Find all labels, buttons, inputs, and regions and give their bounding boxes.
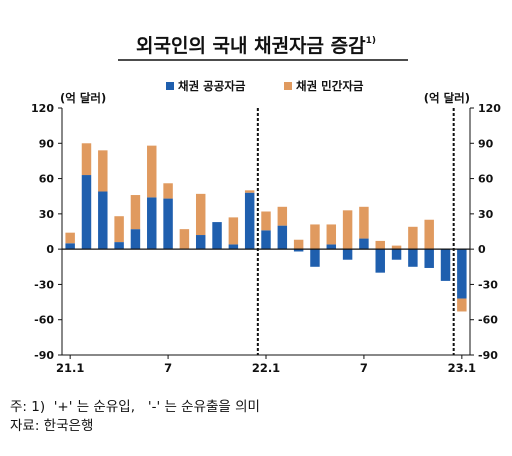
- plot-area: -90 -90 -60 -60 -30 -30 0 0 30 30 60 60 90 90 120 120 21…: [31, 102, 501, 375]
- left-unit-label: (억 달러): [60, 91, 106, 105]
- y-tick-label-left: -90: [34, 349, 54, 362]
- y-tick-label-right: 30: [478, 208, 494, 221]
- bar-private: [130, 195, 141, 230]
- bar-public: [375, 249, 385, 273]
- bar-private: [163, 183, 173, 199]
- bar-public: [65, 243, 75, 250]
- y-tick-label-right: -60: [478, 314, 498, 327]
- bar-public: [81, 175, 92, 250]
- bar-private: [98, 150, 108, 192]
- y-tick-label-right: -90: [478, 349, 498, 362]
- bar-private: [65, 232, 75, 244]
- bar-public: [212, 222, 222, 250]
- bar-private: [244, 190, 255, 193]
- bar-private: [114, 216, 124, 243]
- y-tick-label-right: 90: [478, 137, 494, 150]
- bar-public: [195, 235, 206, 250]
- x-tick-label: 7: [164, 361, 172, 375]
- y-tick-label-left: 30: [39, 208, 55, 221]
- legend: 채권 공공자금 채권 민간자금: [166, 79, 364, 93]
- bar-public: [130, 229, 141, 250]
- bar-public: [310, 249, 320, 267]
- bar-private: [408, 226, 418, 250]
- right-unit-label: (억 달러): [424, 91, 470, 105]
- bar-public: [408, 249, 418, 267]
- bar-private: [359, 206, 369, 239]
- legend-swatch-public: [166, 82, 174, 90]
- bar-private: [81, 143, 92, 176]
- bar-public: [342, 249, 353, 260]
- footnote: 주: 1) '+' 는 순유입, '-' 는 순유출을 의미: [10, 399, 260, 415]
- y-tick-label-left: -60: [34, 314, 54, 327]
- legend-swatch-private: [284, 82, 292, 90]
- bar-private: [195, 193, 206, 236]
- bar-private: [457, 298, 467, 312]
- y-tick-label-left: 90: [39, 137, 55, 150]
- y-tick-label-left: 120: [31, 102, 54, 115]
- bar-public: [391, 249, 402, 260]
- x-tick-label: 7: [360, 361, 368, 375]
- bar-private: [391, 245, 402, 250]
- x-tick-label: 21.1: [56, 361, 84, 375]
- bar-public: [293, 249, 304, 252]
- bar-private: [228, 217, 239, 245]
- source-note: 자료: 한국은행: [10, 418, 94, 434]
- y-tick-label-right: 60: [478, 173, 494, 186]
- bar-private: [375, 240, 385, 250]
- bar-public: [261, 230, 271, 250]
- y-tick-label-left: 60: [39, 173, 55, 186]
- x-tick-label: 22.1: [252, 361, 280, 375]
- bar-private: [326, 224, 337, 245]
- bar-private: [179, 229, 190, 250]
- chart: 외국인의 국내 채권자금 증감1) 채권 공공자금 채권 민간자금 (억 달러) …: [31, 35, 501, 375]
- bar-public: [359, 238, 369, 250]
- bar-private: [261, 211, 271, 231]
- bar-private: [293, 239, 304, 250]
- bar-private: [277, 206, 288, 226]
- y-tick-label-left: 0: [46, 243, 54, 256]
- bar-private: [310, 224, 320, 250]
- chart-title-text: 외국인의 국내 채권자금 증감: [136, 35, 366, 57]
- bar-private: [342, 210, 353, 250]
- chart-title: 외국인의 국내 채권자금 증감1): [136, 35, 376, 57]
- y-tick-label-right: 120: [478, 102, 501, 115]
- bar-public: [440, 249, 451, 281]
- y-tick-label-left: -30: [34, 278, 54, 291]
- bar-public: [163, 198, 173, 250]
- bar-public: [277, 225, 288, 250]
- legend-label-public: 채권 공공자금: [178, 79, 246, 93]
- bar-public: [228, 244, 239, 250]
- chart-title-note: 1): [366, 36, 376, 46]
- y-tick-label-right: 0: [478, 243, 486, 256]
- y-tick-label-right: -30: [478, 278, 498, 291]
- x-tick-label: 23.1: [448, 361, 476, 375]
- bar-private: [424, 219, 434, 250]
- bar-public: [424, 249, 434, 268]
- bar-public: [244, 192, 255, 250]
- bar-public: [147, 197, 157, 250]
- legend-label-private: 채권 민간자금: [296, 79, 364, 93]
- bar-public: [457, 249, 467, 299]
- bar-public: [326, 244, 337, 250]
- bar-private: [147, 145, 157, 198]
- bar-public: [114, 242, 124, 250]
- bar-public: [98, 191, 108, 250]
